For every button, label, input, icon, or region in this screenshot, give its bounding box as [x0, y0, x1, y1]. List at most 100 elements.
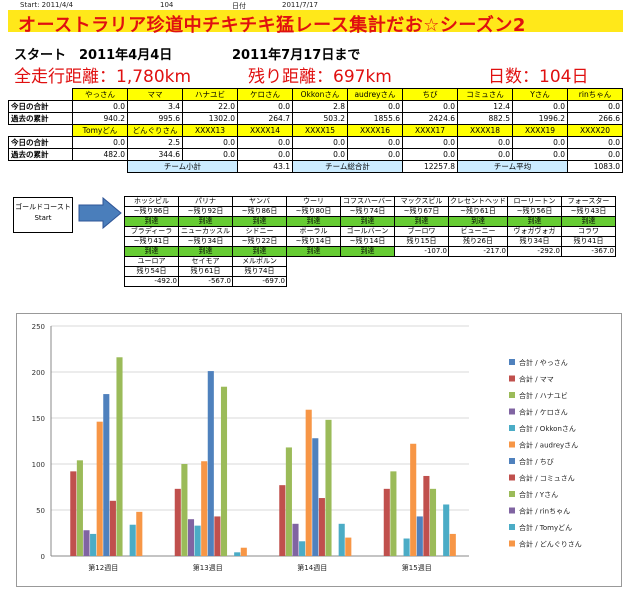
score-cell: 0.0 — [402, 100, 458, 113]
checkpoint-name: フォースター — [561, 196, 616, 207]
chart-bar — [90, 533, 97, 556]
checkpoint-name: ボーラル — [286, 226, 341, 237]
score-row-past: 過去の累計 940.2 995.6 1302.0 264.7 503.2 1855.6 242… — [8, 112, 623, 125]
chart-bar — [299, 541, 306, 556]
team-name-row: Tomyどん どんぐりさん XXXX13 XXXX14 XXXX15 XXXX16 XXXX… — [9, 124, 623, 137]
score-cell: 0.0 — [237, 100, 293, 113]
player-name-cell: XXXX20 — [567, 124, 623, 137]
team-subtotal-label: チーム小計 — [127, 160, 238, 173]
checkpoint-days: ~残り56日 — [507, 206, 562, 217]
y-tick-label: 100 — [32, 461, 45, 469]
score-cell: 1855.6 — [347, 112, 403, 125]
checkpoint-reached: 到達 — [286, 216, 341, 227]
weekly-chart-panel: 0 50 100 150 200 250 第12週目 第13週目 第14週目 第15週目 合計 / … — [16, 313, 622, 587]
chart-bar — [443, 504, 450, 556]
course-row: ユーロア セイモア メルボルン — [124, 256, 616, 267]
checkpoint-reached: 到達 — [561, 216, 616, 227]
empty-cell — [508, 267, 562, 277]
empty-cell — [449, 277, 508, 287]
legend-swatch — [509, 359, 515, 365]
chart-bar — [194, 525, 201, 556]
score-cell: 0.0 — [512, 100, 568, 113]
checkpoint-name: ニューカッスル — [178, 226, 233, 237]
chart-bar — [201, 461, 208, 556]
score-cell: 0.0 — [512, 148, 568, 161]
chart-bar — [207, 371, 214, 556]
empty-cell — [562, 277, 616, 287]
start-date-label: Start: 2011/4/4 — [20, 1, 74, 9]
legend-label: 合計 / Yさん — [519, 490, 558, 499]
score-cell: 3.4 — [127, 100, 183, 113]
chart-bar — [220, 386, 228, 556]
checkpoint-days: ~残り14日 — [340, 236, 395, 247]
chart-bar — [187, 519, 195, 556]
y-tick-label: 200 — [32, 369, 45, 377]
checkpoint-distance: -567.0 — [178, 276, 233, 287]
chart-bar — [240, 547, 247, 556]
legend-label: 合計 / やっさん — [519, 358, 568, 367]
empty-cell — [341, 267, 395, 277]
course-row: ~残り96日 ~残り92日 ~残り86日 ~残り80日 ~残り74日 ~残り67日 ~残り6… — [124, 206, 616, 217]
chart-bar — [292, 523, 299, 556]
score-cell: 882.5 — [457, 112, 513, 125]
checkpoint-days: ~残り96日 — [124, 206, 179, 217]
checkpoint-name: ブラディーラ — [124, 226, 179, 237]
chart-bar — [403, 538, 410, 556]
day-count: 104 — [160, 1, 174, 9]
row-label: 過去の累計 — [8, 112, 73, 125]
date-value: 2011/7/17 — [282, 1, 318, 9]
y-tick-label: 150 — [32, 415, 45, 423]
chart-bar — [129, 524, 136, 556]
checkpoint-name: ウーリ — [286, 196, 341, 207]
x-tick-label: 第12週目 — [88, 563, 118, 572]
checkpoint-name: コラワ — [561, 226, 616, 237]
team-total-label: チーム総合計 — [292, 160, 403, 173]
legend-label: 合計 / ハナユビ — [519, 391, 568, 400]
checkpoint-name: ヤンバ — [232, 196, 287, 207]
legend-swatch — [509, 458, 515, 464]
checkpoint-days: ~残り43日 — [561, 206, 616, 217]
empty-cell — [395, 277, 449, 287]
course-row: 到達 到達 到達 到達 到達 到達 到達 到達 到達 — [124, 216, 616, 227]
empty-cell — [9, 125, 73, 137]
remaining-distance: 残り距離：697km — [248, 67, 392, 87]
chart-bar — [181, 464, 188, 556]
checkpoint-reached: 到達 — [124, 246, 179, 257]
legend-swatch — [509, 474, 515, 481]
empty-cell — [449, 267, 508, 277]
legend-swatch — [509, 540, 515, 547]
player-name-cell: ママ — [127, 88, 183, 101]
checkpoint-name: ゴールバーン — [340, 226, 395, 237]
score-cell: 264.7 — [237, 112, 293, 125]
player-name-cell: Yさん — [512, 88, 568, 101]
checkpoint-days: 残り15日 — [394, 236, 449, 247]
checkpoint-days: ~残り22日 — [232, 236, 287, 247]
chart-bar — [305, 409, 312, 556]
legend-label: 合計 / ちび — [519, 457, 554, 466]
checkpoint-days: ~残り92日 — [178, 206, 233, 217]
player-name-cell: XXXX18 — [457, 124, 513, 137]
score-cell: 0.0 — [512, 136, 568, 149]
chart-bar — [174, 488, 181, 556]
score-cell: 344.6 — [127, 148, 183, 161]
empty-cell — [508, 277, 562, 287]
checkpoint-days: ~残り67日 — [394, 206, 449, 217]
checkpoint-distance: -367.0 — [561, 246, 616, 257]
score-cell: 0.0 — [182, 136, 238, 149]
player-name-cell: audreyさん — [347, 88, 403, 101]
score-cell: 0.0 — [182, 148, 238, 161]
chart-bar — [279, 485, 286, 556]
checkpoint-distance: -107.0 — [394, 246, 449, 257]
checkpoint-reached: 到達 — [340, 246, 395, 257]
score-cell: 0.0 — [457, 148, 513, 161]
legend-label: 合計 / ケロさん — [519, 408, 568, 417]
checkpoint-days: ~残り14日 — [286, 236, 341, 247]
x-tick-label: 第15週目 — [402, 563, 432, 572]
checkpoint-days: 残り74日 — [232, 266, 287, 277]
team-subtotal-value: 43.1 — [237, 160, 293, 173]
score-cell: 0.0 — [72, 136, 128, 149]
checkpoint-name: メルボルン — [232, 256, 287, 267]
score-cell: 22.0 — [182, 100, 238, 113]
chart-bar — [345, 537, 352, 556]
chart-bar — [214, 516, 221, 556]
